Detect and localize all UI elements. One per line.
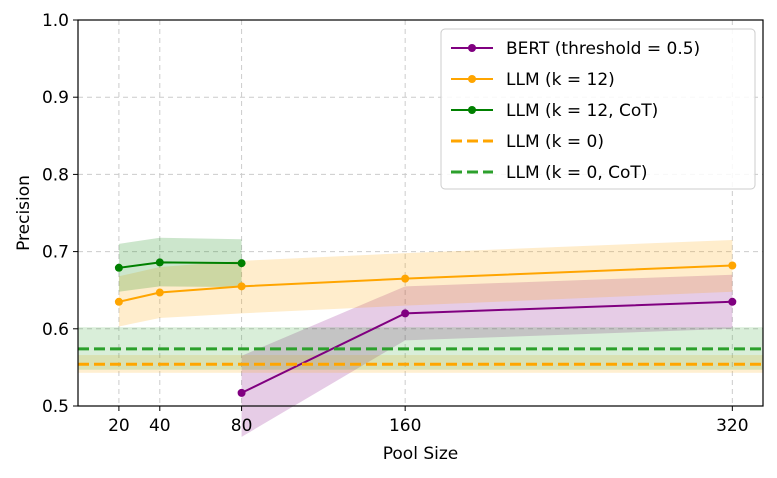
legend-marker-llm-k-12-cot	[468, 106, 476, 114]
legend-label-llm-k-0-cot: LLM (k = 0, CoT)	[506, 163, 647, 183]
y-tick-label: 0.5	[42, 397, 69, 417]
legend-frame	[440, 28, 756, 190]
llm-k-12-cot-point	[155, 258, 164, 267]
x-tick-label: 40	[149, 416, 171, 436]
bert-threshold-0-5-point	[237, 388, 246, 397]
x-tick-label: 160	[389, 416, 421, 436]
legend-label-llm-k-0: LLM (k = 0)	[506, 132, 604, 152]
y-tick-label: 0.9	[42, 88, 69, 108]
bert-threshold-0-5-point	[728, 297, 737, 306]
x-tick-label: 80	[231, 416, 253, 436]
legend-label-bert-threshold-0-5: BERT (threshold = 0.5)	[506, 39, 700, 59]
y-tick-label: 0.6	[42, 320, 69, 340]
llm-k-12-cot-point	[114, 263, 123, 272]
llm-k-12-point	[237, 282, 246, 291]
llm-k-12-band	[118, 240, 733, 327]
x-axis-label: Pool Size	[383, 444, 458, 464]
series-points	[114, 258, 737, 397]
llm-k-12-cot-point	[237, 259, 246, 268]
legend-marker-llm-k-12	[468, 75, 476, 83]
legend: BERT (threshold = 0.5) LLM (k = 12) LLM (k…	[440, 28, 756, 190]
plot-frame	[77, 19, 764, 407]
llm-k-12-cot-band	[118, 237, 242, 292]
y-tick-label: 1.0	[42, 11, 69, 31]
bert-threshold-0-5-band	[241, 274, 733, 437]
y-axis-ticks: 0.5 0.6 0.7 0.8 0.9 1.0	[42, 11, 78, 417]
llm-k-12-point	[155, 288, 164, 297]
legend-marker-bert-threshold-0-5	[468, 44, 476, 52]
bert-threshold-0-5-point	[401, 309, 410, 318]
llm-k-12-point	[728, 261, 737, 270]
x-tick-label: 20	[108, 416, 130, 436]
y-axis-label: Precision	[14, 175, 34, 251]
x-axis-ticks: 20 40 80 160 320	[108, 406, 749, 436]
llm-k-12-point	[401, 274, 410, 283]
y-tick-label: 0.7	[42, 243, 69, 263]
legend-label-llm-k-12-cot: LLM (k = 12, CoT)	[506, 101, 658, 121]
legend-label-llm-k-12: LLM (k = 12)	[506, 70, 615, 90]
y-tick-label: 0.8	[42, 165, 69, 185]
llm-k-12-point	[114, 297, 123, 306]
x-tick-label: 320	[716, 416, 748, 436]
